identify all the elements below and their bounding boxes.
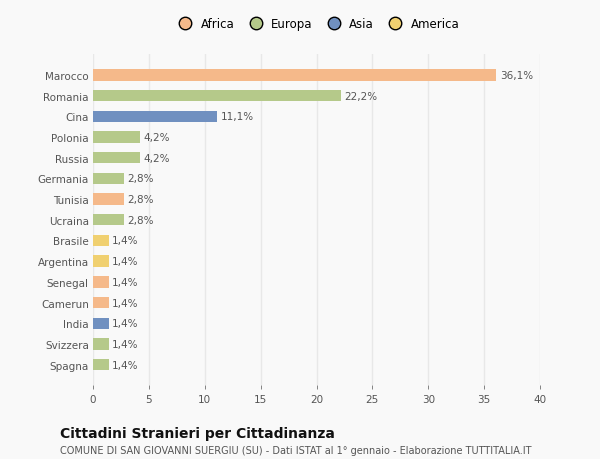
Text: 4,2%: 4,2% [143,153,170,163]
Bar [93,132,140,143]
Bar [93,91,341,102]
Text: 2,8%: 2,8% [128,195,154,205]
Bar [93,297,109,308]
Bar [93,112,217,123]
Text: COMUNE DI SAN GIOVANNI SUERGIU (SU) - Dati ISTAT al 1° gennaio - Elaborazione TU: COMUNE DI SAN GIOVANNI SUERGIU (SU) - Da… [60,445,532,455]
Text: 22,2%: 22,2% [344,91,377,101]
Text: Cittadini Stranieri per Cittadinanza: Cittadini Stranieri per Cittadinanza [60,426,335,440]
Text: 2,8%: 2,8% [128,215,154,225]
Bar [93,153,140,164]
Text: 4,2%: 4,2% [143,133,170,143]
Text: 1,4%: 1,4% [112,339,139,349]
Text: 1,4%: 1,4% [112,360,139,370]
Bar [93,194,124,205]
Bar [93,215,124,226]
Text: 11,1%: 11,1% [220,112,254,122]
Text: 1,4%: 1,4% [112,319,139,329]
Text: 1,4%: 1,4% [112,298,139,308]
Legend: Africa, Europa, Asia, America: Africa, Europa, Asia, America [173,18,460,31]
Bar [93,70,496,81]
Text: 36,1%: 36,1% [500,71,533,81]
Bar [93,256,109,267]
Bar [93,277,109,288]
Bar [93,174,124,185]
Bar [93,318,109,329]
Text: 1,4%: 1,4% [112,277,139,287]
Text: 1,4%: 1,4% [112,257,139,267]
Text: 2,8%: 2,8% [128,174,154,184]
Text: 1,4%: 1,4% [112,236,139,246]
Bar [93,235,109,246]
Bar [93,359,109,370]
Bar [93,339,109,350]
